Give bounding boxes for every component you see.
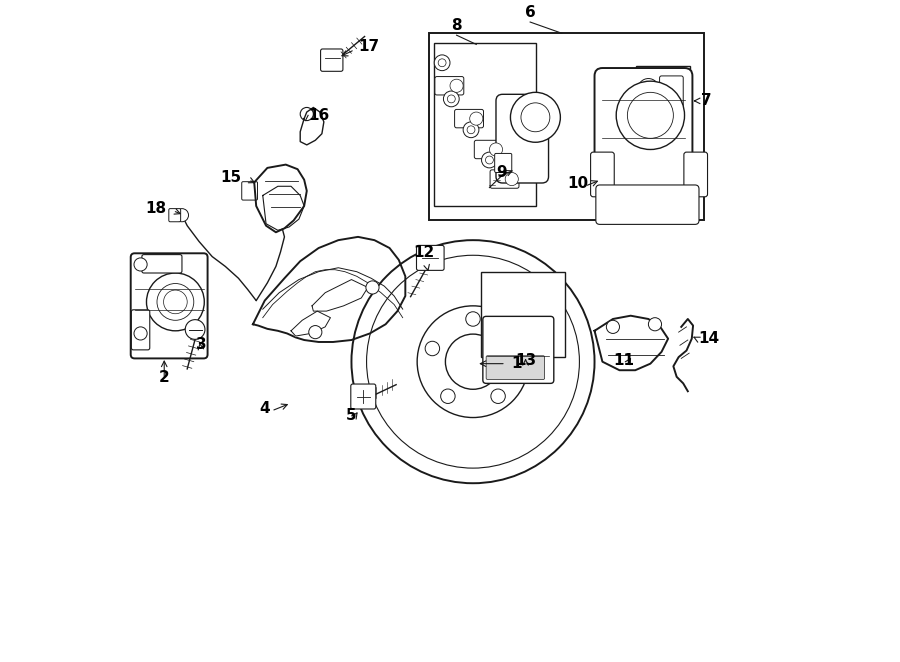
Text: 10: 10 — [568, 176, 589, 191]
Polygon shape — [291, 311, 330, 336]
Circle shape — [352, 240, 595, 483]
FancyBboxPatch shape — [130, 254, 208, 358]
FancyBboxPatch shape — [491, 170, 519, 188]
FancyBboxPatch shape — [417, 246, 444, 270]
FancyBboxPatch shape — [684, 152, 707, 197]
Circle shape — [147, 273, 204, 331]
FancyBboxPatch shape — [351, 384, 376, 409]
FancyBboxPatch shape — [660, 76, 683, 107]
Circle shape — [425, 342, 439, 355]
Bar — [434, 43, 536, 206]
Circle shape — [446, 334, 500, 389]
Text: 4: 4 — [259, 401, 270, 416]
Circle shape — [134, 327, 147, 340]
Polygon shape — [254, 165, 307, 232]
Circle shape — [505, 173, 518, 185]
Circle shape — [366, 281, 379, 294]
Text: 9: 9 — [496, 165, 507, 179]
FancyBboxPatch shape — [474, 140, 503, 159]
Circle shape — [366, 256, 580, 468]
Text: 8: 8 — [451, 19, 462, 33]
Circle shape — [309, 326, 322, 339]
Circle shape — [434, 55, 450, 71]
FancyBboxPatch shape — [454, 109, 483, 128]
Circle shape — [470, 112, 482, 125]
Circle shape — [176, 209, 188, 222]
Bar — [481, 271, 565, 357]
FancyBboxPatch shape — [590, 152, 614, 197]
Bar — [429, 33, 704, 220]
Circle shape — [491, 389, 505, 403]
Circle shape — [507, 342, 521, 355]
Circle shape — [418, 306, 529, 418]
Circle shape — [464, 122, 479, 138]
FancyBboxPatch shape — [142, 255, 182, 273]
Text: 14: 14 — [698, 331, 719, 346]
FancyBboxPatch shape — [595, 68, 692, 199]
Text: 7: 7 — [701, 93, 712, 109]
Text: 12: 12 — [413, 245, 435, 260]
FancyBboxPatch shape — [486, 355, 544, 379]
Circle shape — [482, 152, 498, 168]
Circle shape — [466, 312, 481, 326]
Polygon shape — [301, 107, 324, 145]
FancyBboxPatch shape — [435, 77, 464, 95]
Circle shape — [441, 389, 455, 403]
Text: 15: 15 — [220, 170, 241, 185]
Text: 1: 1 — [512, 356, 522, 371]
Circle shape — [185, 320, 205, 340]
Circle shape — [444, 91, 459, 107]
Circle shape — [490, 143, 502, 156]
Text: 16: 16 — [309, 108, 330, 123]
Circle shape — [301, 107, 313, 120]
FancyBboxPatch shape — [496, 94, 548, 183]
FancyBboxPatch shape — [482, 316, 554, 383]
FancyBboxPatch shape — [495, 154, 512, 173]
Text: 2: 2 — [158, 369, 169, 385]
Polygon shape — [312, 279, 368, 311]
Circle shape — [648, 318, 662, 331]
Polygon shape — [595, 316, 668, 370]
Text: 5: 5 — [346, 408, 356, 423]
Bar — [133, 278, 196, 354]
Circle shape — [607, 320, 619, 334]
Text: 18: 18 — [145, 201, 166, 216]
FancyBboxPatch shape — [242, 181, 257, 200]
Bar — [636, 66, 689, 152]
FancyBboxPatch shape — [169, 209, 181, 222]
Text: 17: 17 — [358, 39, 379, 54]
Text: 6: 6 — [525, 5, 535, 20]
Circle shape — [134, 258, 147, 271]
FancyBboxPatch shape — [131, 310, 149, 350]
Text: 3: 3 — [196, 337, 207, 352]
FancyBboxPatch shape — [320, 49, 343, 71]
Circle shape — [638, 79, 659, 99]
FancyBboxPatch shape — [596, 185, 699, 224]
Circle shape — [616, 81, 685, 150]
Circle shape — [450, 79, 464, 92]
Text: 13: 13 — [515, 354, 536, 368]
Polygon shape — [263, 186, 304, 230]
Circle shape — [510, 92, 561, 142]
Polygon shape — [253, 237, 405, 342]
Text: 11: 11 — [614, 354, 634, 368]
